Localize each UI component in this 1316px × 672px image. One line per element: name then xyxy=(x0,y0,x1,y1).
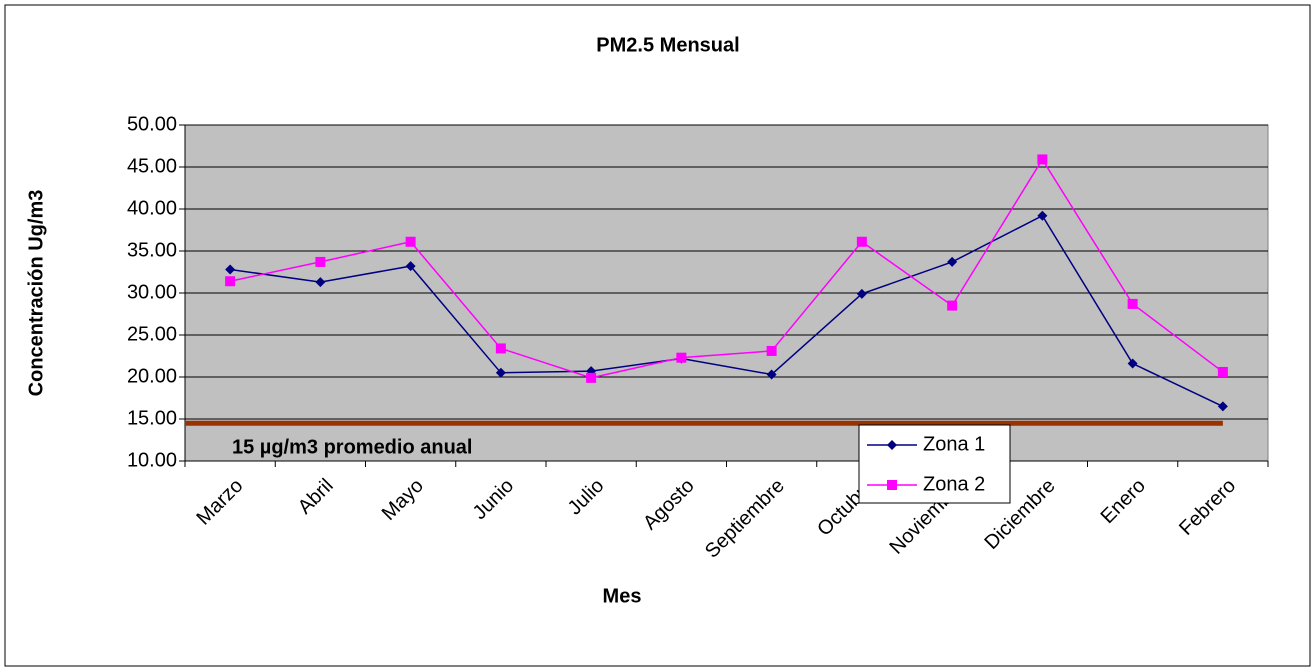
data-point xyxy=(315,277,326,288)
data-point xyxy=(947,300,958,311)
y-tick-label: 50.00 xyxy=(127,113,177,135)
y-tick-label: 45.00 xyxy=(127,155,177,177)
data-point xyxy=(766,345,777,356)
y-tick-label: 40.00 xyxy=(127,197,177,219)
data-point xyxy=(405,236,416,247)
data-point xyxy=(856,236,867,247)
data-point xyxy=(856,288,867,299)
y-axis-title: Concentración Ug/m3 xyxy=(25,190,47,397)
data-point xyxy=(1217,401,1228,412)
data-point xyxy=(766,369,777,380)
y-tick-label: 15.00 xyxy=(127,407,177,429)
y-tick-label: 10.00 xyxy=(127,449,177,471)
data-point xyxy=(947,256,958,267)
data-point xyxy=(495,343,506,354)
legend-label: Zona 1 xyxy=(923,433,985,455)
legend-box xyxy=(858,424,1011,504)
data-point xyxy=(405,261,416,272)
series-line xyxy=(229,158,1224,379)
legend-label: Zona 2 xyxy=(923,473,985,495)
x-axis-title: Mes xyxy=(603,585,642,607)
data-point xyxy=(1217,366,1228,377)
data-point xyxy=(495,367,506,378)
data-point xyxy=(225,276,236,287)
data-point xyxy=(315,256,326,267)
series-line xyxy=(230,214,1224,408)
y-tick-label: 20.00 xyxy=(127,365,177,387)
y-tick-label: 35.00 xyxy=(127,239,177,261)
data-point xyxy=(586,372,597,383)
legend-marker xyxy=(887,440,897,450)
data-point xyxy=(676,352,687,363)
reference-label: 15 µg/m3 promedio anual xyxy=(232,436,472,458)
data-point xyxy=(1127,298,1138,309)
data-point xyxy=(1037,154,1048,165)
y-tick-label: 30.00 xyxy=(127,281,177,303)
y-tick-label: 25.00 xyxy=(127,323,177,345)
data-point xyxy=(1037,210,1048,221)
legend-marker xyxy=(887,480,897,490)
data-point xyxy=(225,264,236,275)
chart-title: PM2.5 Mensual xyxy=(596,34,739,56)
data-point xyxy=(1127,358,1138,369)
